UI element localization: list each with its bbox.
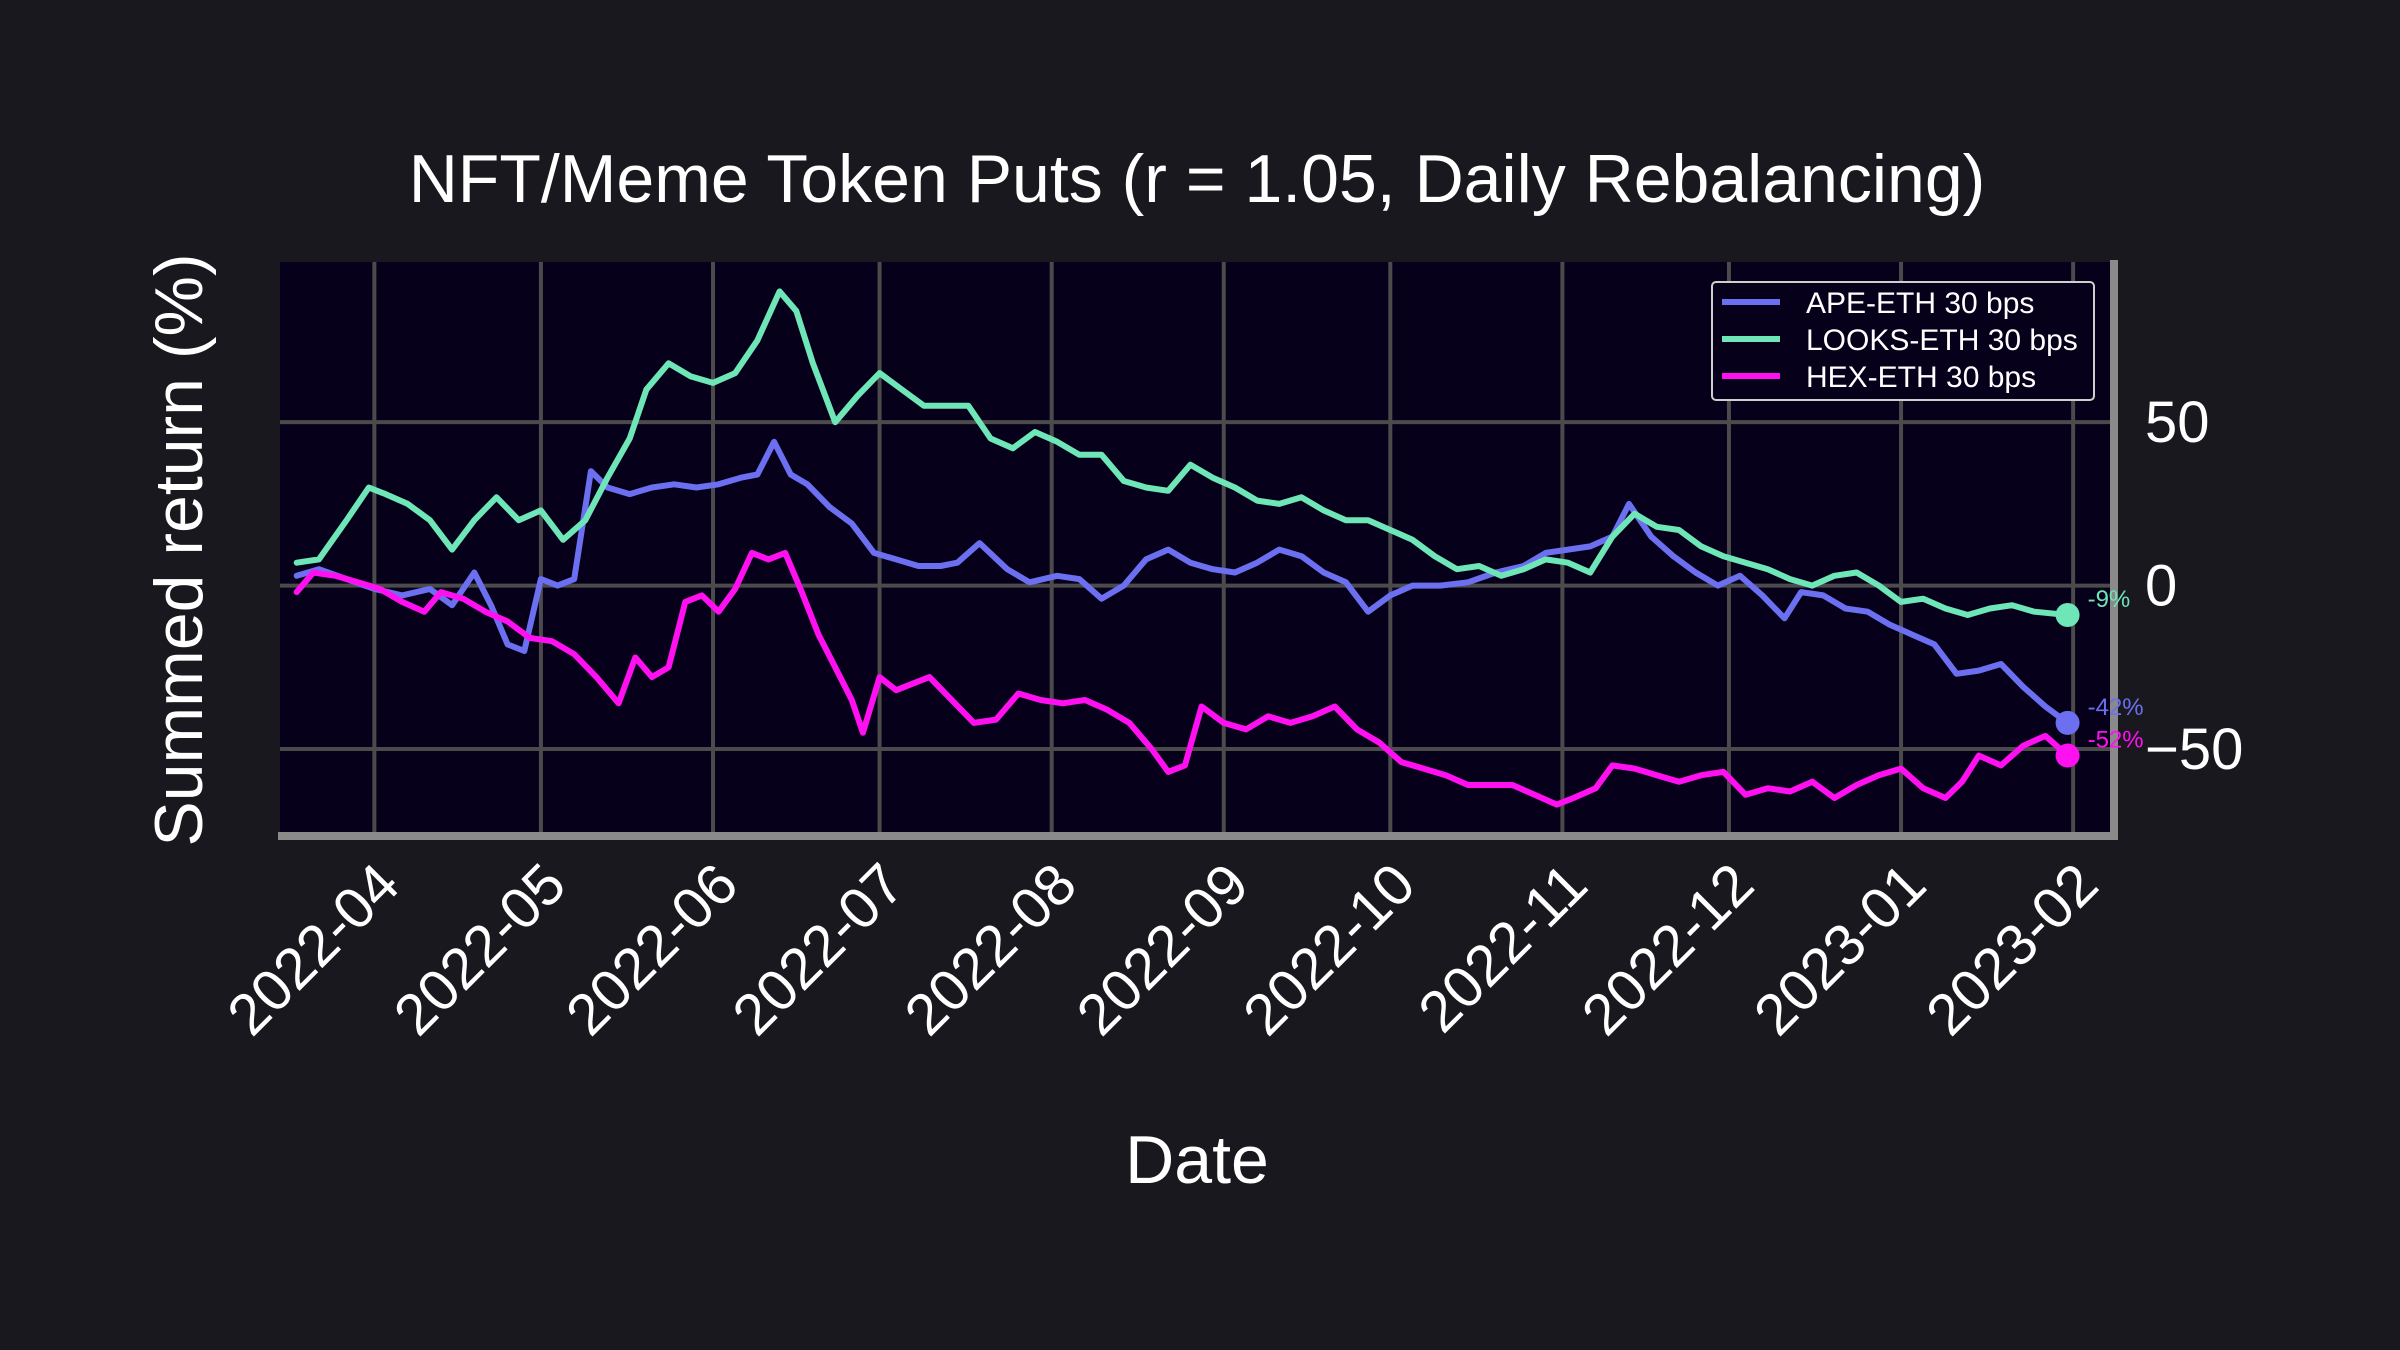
series-lines	[293, 288, 2080, 808]
y-tick-label: 0	[2145, 554, 2177, 619]
y-axis-label: Summed return (%)	[141, 253, 217, 846]
y-tick-label: −50	[2145, 717, 2243, 782]
end-value-label-hex: -52%	[2088, 727, 2144, 754]
legend-label-hex: HEX-ETH 30 bps	[1806, 361, 2036, 394]
x-axis-label: Date	[1125, 1122, 1269, 1198]
axes	[278, 260, 2118, 840]
end-value-label-looks: -9%	[2088, 586, 2131, 613]
end-marker-hex	[2055, 743, 2080, 768]
y-tick-label: 50	[2145, 390, 2210, 455]
chart-title: NFT/Meme Token Puts (r = 1.05, Daily Reb…	[409, 141, 1986, 217]
end-value-label-ape: -42%	[2088, 694, 2144, 721]
legend-label-looks: LOOKS-ETH 30 bps	[1806, 324, 2078, 357]
series-line-looks	[293, 288, 2071, 618]
end-marker-ape	[2055, 710, 2080, 735]
y-tick-labels: −50 0 50	[2145, 390, 2243, 782]
legend-label-ape: APE-ETH 30 bps	[1806, 287, 2034, 320]
end-labels: -42% -9% -52%	[2088, 586, 2144, 754]
legend: APE-ETH 30 bps LOOKS-ETH 30 bps HEX-ETH …	[1711, 281, 2095, 401]
legend-box	[1711, 281, 2095, 401]
series-line-hex	[293, 549, 2071, 808]
end-marker-looks	[2055, 603, 2080, 628]
